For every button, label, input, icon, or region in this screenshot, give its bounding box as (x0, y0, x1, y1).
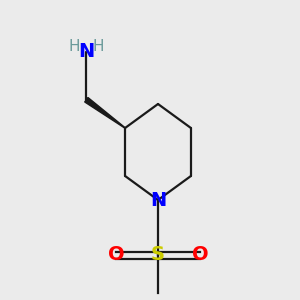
Text: H: H (69, 39, 80, 54)
Text: S: S (151, 245, 165, 265)
Text: O: O (108, 245, 124, 265)
Text: H: H (93, 39, 104, 54)
Polygon shape (85, 98, 125, 128)
Text: N: N (78, 42, 94, 61)
Text: N: N (150, 190, 166, 209)
Text: O: O (192, 245, 208, 265)
